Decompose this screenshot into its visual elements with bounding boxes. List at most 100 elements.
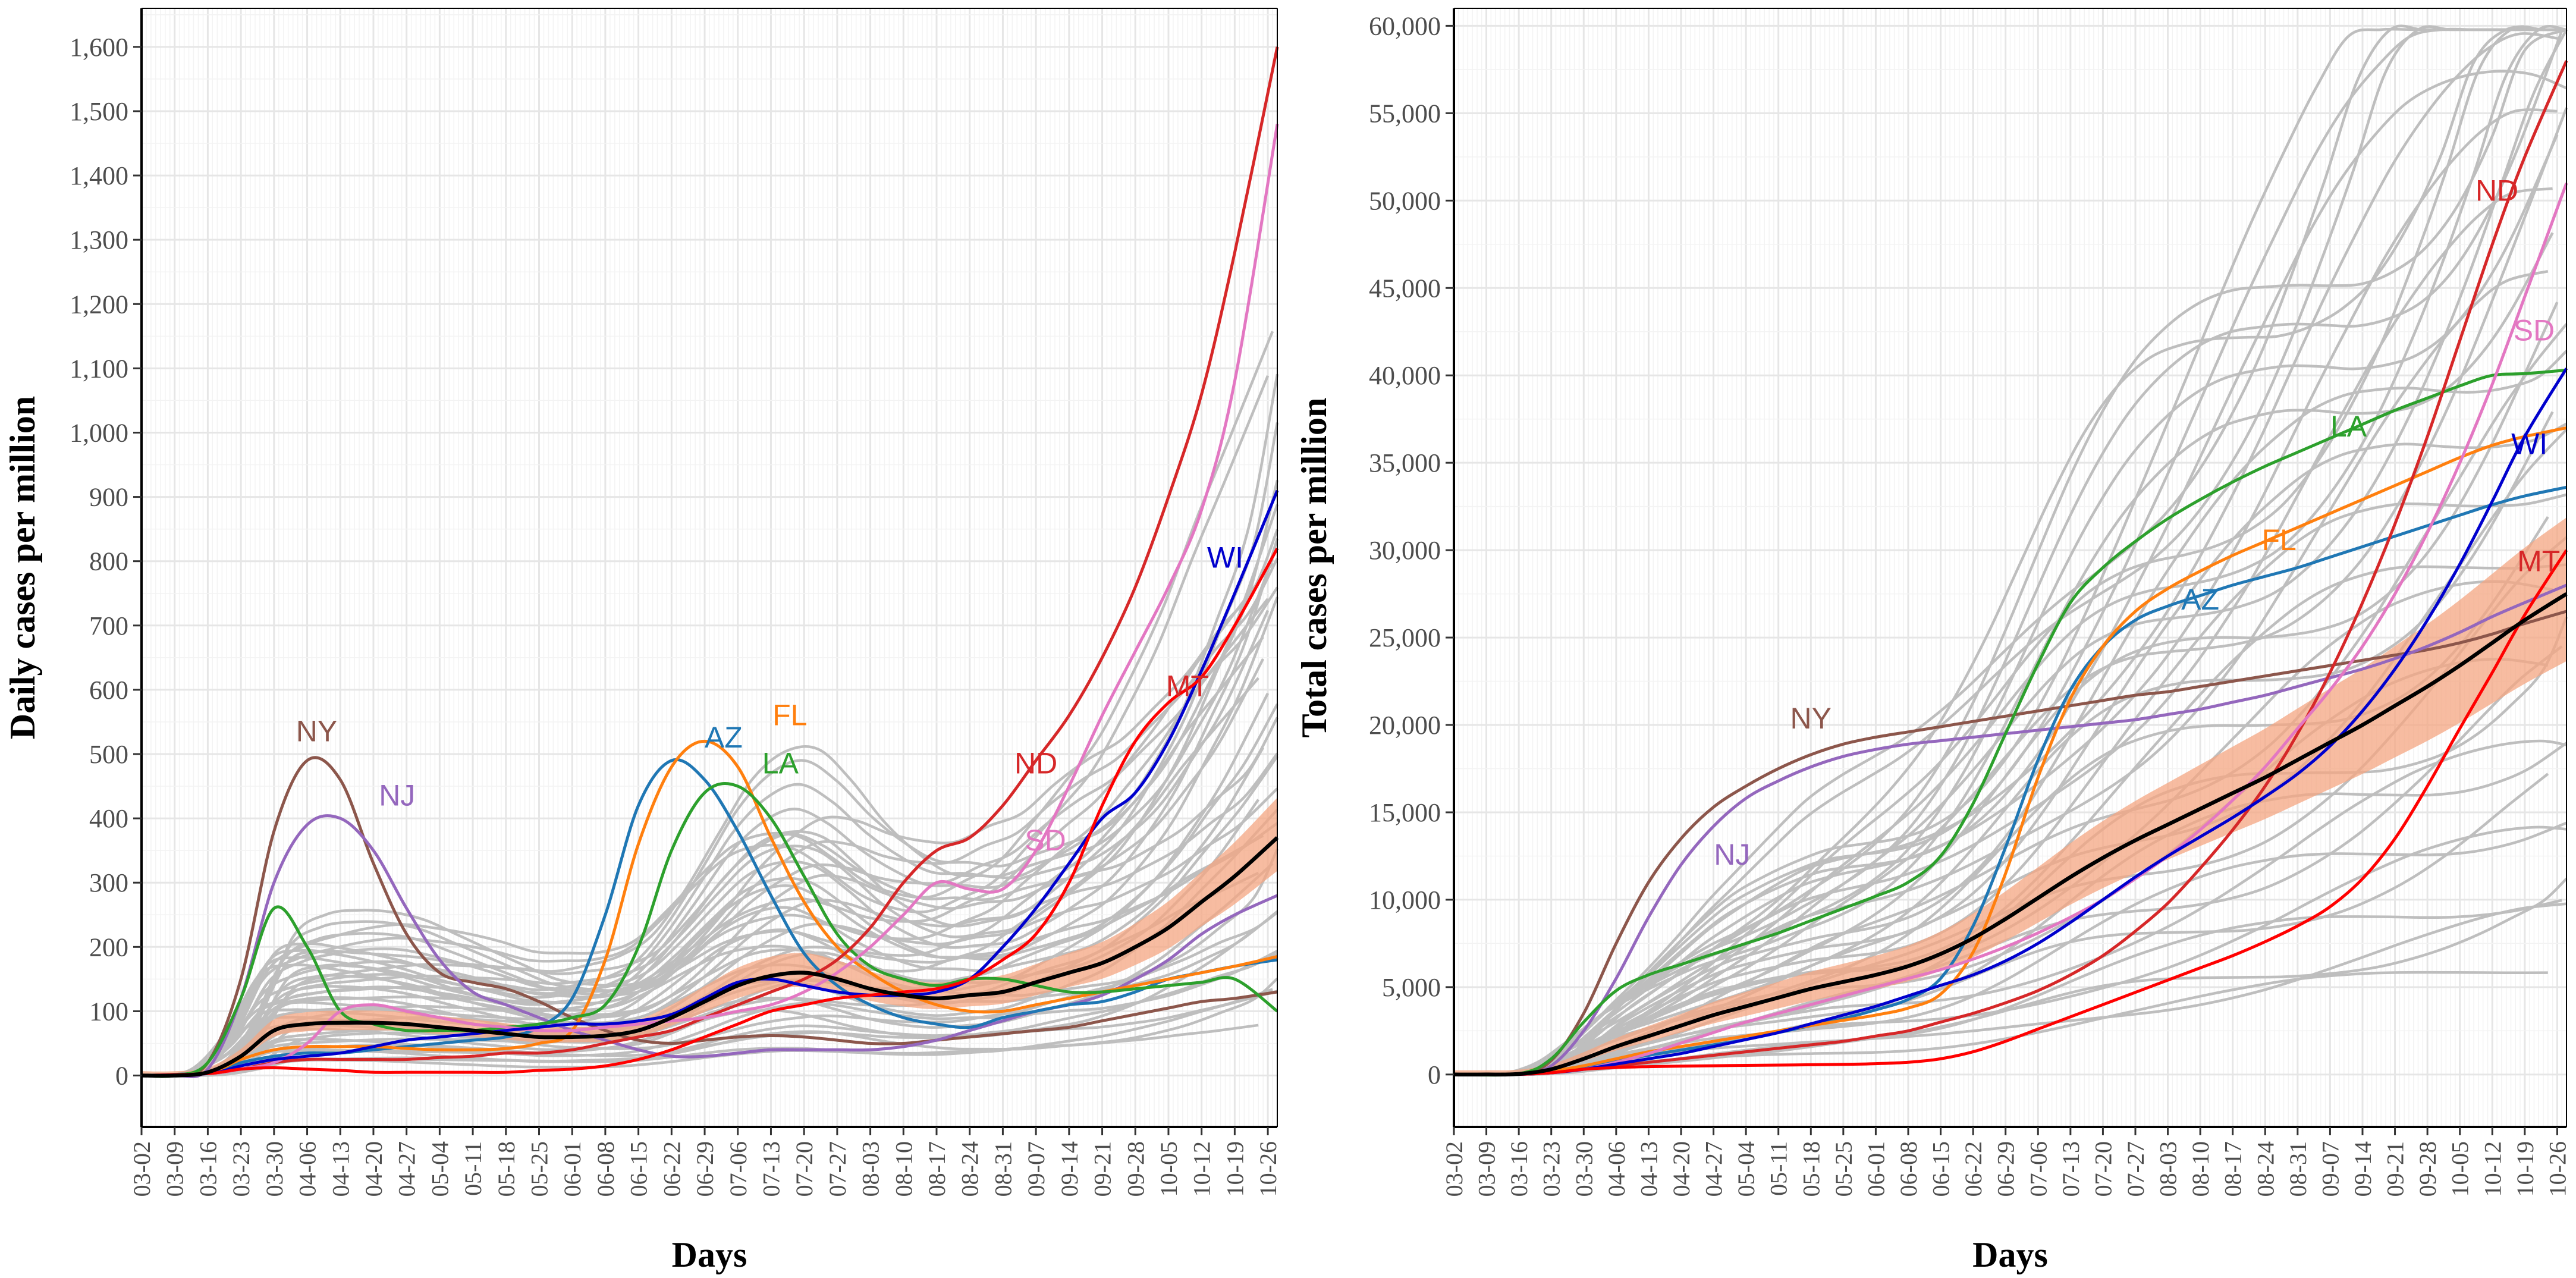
state-label-la: LA bbox=[762, 746, 799, 780]
state-label-nj: NJ bbox=[1714, 838, 1750, 871]
x-tick-label: 06-08 bbox=[592, 1141, 619, 1197]
x-tick-label: 05-25 bbox=[526, 1141, 553, 1197]
background-state-curve bbox=[150, 752, 1278, 1078]
series-line-mt bbox=[141, 547, 1279, 1077]
state-label-la: LA bbox=[2330, 410, 2367, 443]
background-state-curve bbox=[141, 375, 1270, 1078]
x-tick-label: 08-10 bbox=[2187, 1141, 2214, 1197]
x-tick-label: 10-26 bbox=[1255, 1141, 1281, 1197]
x-tick-label: 06-29 bbox=[692, 1141, 718, 1197]
state-label-mt: MT bbox=[2517, 544, 2560, 577]
x-tick-label: 03-16 bbox=[194, 1141, 221, 1197]
x-tick-label: 10-26 bbox=[2544, 1141, 2571, 1197]
x-tick-label: 09-07 bbox=[2317, 1141, 2343, 1197]
series-line-nj bbox=[1453, 583, 2567, 1076]
x-tick-label: 08-24 bbox=[2252, 1141, 2279, 1197]
x-tick-label: 05-11 bbox=[460, 1141, 486, 1196]
series-line-la bbox=[1453, 368, 2567, 1077]
y-tick-label: 1,000 bbox=[70, 418, 128, 447]
state-label-fl: FL bbox=[772, 698, 807, 731]
background-state-curve bbox=[155, 717, 1278, 1078]
background-state-curve bbox=[1453, 30, 2564, 1076]
series-line-nd bbox=[1453, 60, 2568, 1076]
x-tick-label: 03-02 bbox=[128, 1141, 155, 1197]
background-state-curve bbox=[146, 787, 1278, 1078]
series-line-mt bbox=[1453, 549, 2568, 1076]
total-cases-chart: NY NJ LA FL AZ ND SD WI MT 0 5,000 10,000 15,000 20,0… bbox=[1295, 8, 2571, 1274]
background-state-curve bbox=[1458, 493, 2567, 1076]
y-tick-label: 700 bbox=[89, 611, 128, 640]
x-tick-label: 06-15 bbox=[626, 1141, 652, 1197]
y-tick-label: 900 bbox=[89, 483, 128, 512]
background-state-curve bbox=[1468, 26, 2566, 1076]
series-line-ny bbox=[141, 756, 1278, 1078]
state-label-az: AZ bbox=[2181, 583, 2219, 616]
daily-cases-chart: NY NJ AZ FL LA ND SD MT WI 0 100 200 300 400 500 600 700… bbox=[3, 8, 1281, 1274]
x-tick-label: 07-27 bbox=[2122, 1141, 2149, 1197]
x-tick-label: 08-10 bbox=[890, 1141, 917, 1197]
y-tick-label: 55,000 bbox=[1369, 99, 1441, 128]
background-state-curve bbox=[141, 504, 1279, 1078]
series-line-sd bbox=[1453, 183, 2568, 1076]
background-state-curve bbox=[146, 596, 1279, 1078]
x-tick-label: 05-04 bbox=[426, 1141, 453, 1197]
x-axis-title: Days bbox=[672, 1235, 747, 1274]
y-tick-label: 0 bbox=[1428, 1060, 1441, 1089]
y-tick-label: 30,000 bbox=[1369, 536, 1441, 565]
x-tick-label: 10-19 bbox=[1221, 1141, 1248, 1197]
x-tick-label: 10-05 bbox=[1155, 1141, 1182, 1197]
y-axis-title: Total cases per million bbox=[1295, 398, 1334, 738]
x-tick-label: 03-30 bbox=[261, 1141, 288, 1197]
state-label-sd: SD bbox=[2514, 313, 2555, 347]
y-axis-title: Daily cases per million bbox=[3, 396, 42, 739]
x-tick-label: 09-21 bbox=[2382, 1141, 2409, 1197]
series-line-wi bbox=[1453, 368, 2568, 1076]
series-line-sd bbox=[141, 124, 1279, 1077]
y-tick-label: 1,300 bbox=[70, 225, 128, 255]
x-tick-label: 03-16 bbox=[1506, 1141, 1532, 1197]
background-state-curve bbox=[1453, 270, 2549, 1076]
x-tick-label: 06-01 bbox=[1862, 1141, 1889, 1197]
background-state-curve bbox=[1453, 134, 2559, 1076]
y-tick-label: 35,000 bbox=[1369, 448, 1441, 478]
series-line-ny bbox=[1453, 610, 2567, 1077]
background-state-curve bbox=[141, 677, 1259, 1078]
x-tick-label: 05-11 bbox=[1765, 1141, 1792, 1196]
y-tick-label: 25,000 bbox=[1369, 623, 1441, 652]
y-tick-label: 15,000 bbox=[1369, 798, 1441, 827]
state-label-sd: SD bbox=[1025, 824, 1066, 857]
y-tick-label: 60,000 bbox=[1369, 11, 1441, 40]
background-state-curve bbox=[1458, 107, 2568, 1076]
x-tick-label: 03-09 bbox=[162, 1141, 189, 1197]
x-tick-label: 03-02 bbox=[1441, 1141, 1468, 1197]
background-state-curve bbox=[1453, 25, 2558, 1076]
y-tick-label: 200 bbox=[89, 932, 128, 962]
x-tick-label: 04-27 bbox=[1701, 1141, 1727, 1197]
background-state-curve bbox=[1453, 645, 2563, 1076]
x-tick-label: 09-28 bbox=[2414, 1141, 2441, 1197]
x-tick-label: 10-12 bbox=[1189, 1141, 1215, 1197]
series-line-average bbox=[141, 836, 1279, 1078]
x-tick-label: 06-15 bbox=[1928, 1141, 1955, 1197]
x-tick-label: 09-14 bbox=[1056, 1141, 1083, 1197]
y-tick-label: 100 bbox=[89, 997, 128, 1026]
x-tick-label: 10-05 bbox=[2447, 1141, 2474, 1197]
x-tick-label: 09-14 bbox=[2349, 1141, 2376, 1197]
state-label-nd: ND bbox=[2476, 174, 2518, 207]
x-tick-label: 04-20 bbox=[360, 1141, 387, 1197]
x-tick-label: 03-09 bbox=[1474, 1141, 1500, 1197]
x-tick-label: 07-13 bbox=[758, 1141, 784, 1197]
background-state-curve bbox=[141, 692, 1270, 1078]
background-state-curve bbox=[1463, 29, 2568, 1076]
x-tick-label: 04-13 bbox=[1635, 1141, 1662, 1197]
background-state-curve bbox=[141, 636, 1264, 1078]
background-state-curve bbox=[141, 988, 1273, 1077]
state-label-nd: ND bbox=[1014, 746, 1057, 780]
x-tick-label: 07-20 bbox=[791, 1141, 818, 1197]
series-line-az bbox=[141, 758, 1278, 1077]
x-tick-label: 04-27 bbox=[394, 1141, 420, 1197]
x-tick-label: 07-20 bbox=[2090, 1141, 2116, 1197]
background-state-curve bbox=[160, 529, 1279, 1078]
x-tick-label: 07-13 bbox=[2057, 1141, 2084, 1197]
